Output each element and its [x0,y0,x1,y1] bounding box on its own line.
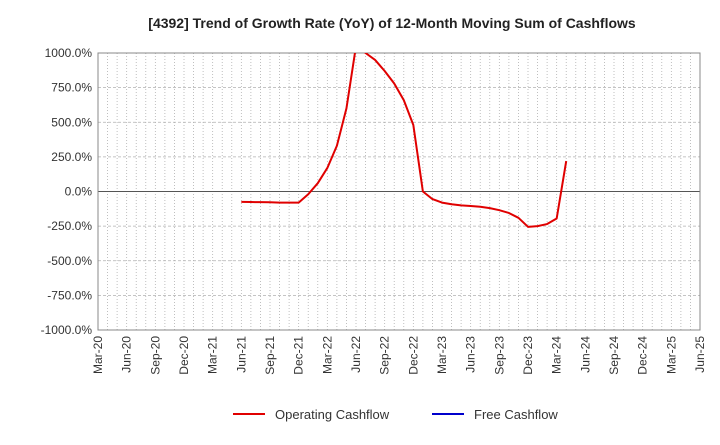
x-tick-label: Mar-24 [550,336,564,374]
y-tick-label: -250.0% [47,219,92,233]
x-tick-label: Sep-21 [263,336,277,375]
y-tick-label: 0.0% [65,185,93,199]
series-line-operating-cashflow [241,53,568,228]
x-tick-label: Sep-24 [607,336,621,375]
x-tick-label: Mar-23 [435,336,449,374]
y-tick-label: -1000.0% [41,323,93,337]
x-tick-label: Mar-21 [206,336,220,374]
x-tick-label: Mar-22 [320,336,334,374]
x-tick-label: Mar-20 [91,336,105,374]
x-tick-label: Dec-23 [521,336,535,375]
y-tick-label: -500.0% [47,254,92,268]
x-tick-label: Sep-20 [148,336,162,375]
axis-layer: 1000.0% 750.0% 500.0% 250.0% 0.0% -250.0% -500… [41,46,707,375]
x-tick-label: Dec-22 [406,336,420,375]
x-tick-label: Sep-23 [492,336,506,375]
x-tick-label: Jun-25 [693,336,707,373]
x-tick-label: Jun-23 [464,336,478,373]
x-tick-label: Sep-22 [378,336,392,375]
x-tick-label: Jun-24 [578,336,592,373]
x-tick-label: Jun-22 [349,336,363,373]
y-tick-label: 250.0% [51,150,92,164]
legend-item: Free Cashflow [432,407,558,422]
x-tick-label: Dec-20 [177,336,191,375]
x-tick-label: Mar-25 [664,336,678,374]
x-tick-label: Jun-21 [234,336,248,373]
y-tick-label: 500.0% [51,115,92,129]
legend-item: Operating Cashflow [233,407,390,422]
legend-label: Operating Cashflow [275,407,390,422]
x-tick-label: Dec-21 [292,336,306,375]
x-tick-label: Dec-24 [636,336,650,375]
grid-layer [97,52,701,331]
series-layer [241,53,568,228]
y-tick-label: 750.0% [51,81,92,95]
chart-title: [4392] Trend of Growth Rate (YoY) of 12-… [148,15,636,31]
plot-frame [97,52,701,331]
legend: Operating Cashflow Free Cashflow [233,407,558,422]
y-tick-label: -750.0% [47,288,92,302]
y-tick-label: 1000.0% [45,46,93,60]
x-tick-label: Jun-20 [120,336,134,373]
legend-label: Free Cashflow [474,407,558,422]
